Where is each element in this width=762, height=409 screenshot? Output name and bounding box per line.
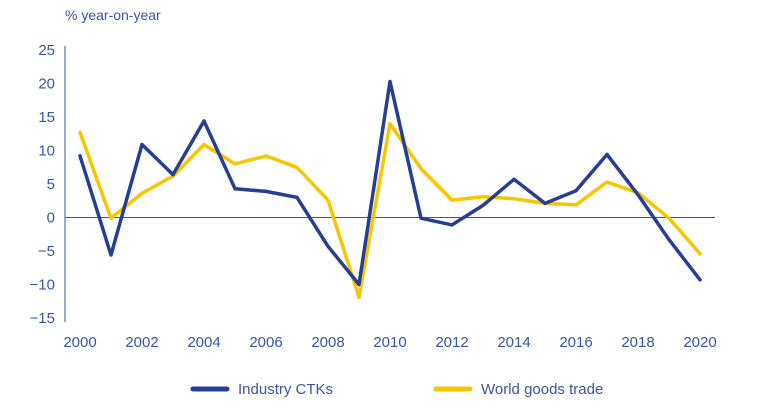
x-axis: 2000 2002 2004 2006 2008 2010 2012 2014 2016 2018… [63,334,716,351]
x-tick-label: 2020 [683,334,716,351]
data-point [357,295,361,299]
data-point [171,173,175,177]
data-point [419,166,423,171]
y-tick-label: 20 [38,76,55,93]
legend-label: Industry CTKs [238,381,333,398]
data-point [667,216,671,220]
data-point [264,154,268,158]
data-point [78,130,82,135]
data-point [202,119,206,123]
legend: Industry CTKs World goods trade [190,381,603,398]
data-point [481,195,485,199]
data-point [605,180,609,184]
data-point [233,187,237,191]
data-point [202,142,206,147]
y-tick-label: 10 [38,143,55,160]
data-point [233,162,237,166]
x-tick-label: 2002 [125,334,158,351]
data-point [357,282,361,287]
x-tick-label: 2006 [249,334,282,351]
data-point [109,253,113,257]
series-lines [78,79,702,299]
legend-label: World goods trade [481,381,603,398]
y-tick-label: 0 [47,210,55,227]
data-point [450,198,454,202]
y-tick-label: −15 [30,310,55,327]
data-point [512,197,516,201]
x-tick-label: 2016 [559,334,592,351]
data-point [140,191,144,195]
data-point [543,201,547,206]
data-point [109,216,113,220]
x-tick-label: 2008 [311,334,344,351]
data-point [295,165,299,169]
data-point [481,203,485,208]
data-point [667,238,671,242]
y-axis: 25 20 15 10 5 0 −5 −10 −15 [30,42,66,327]
y-tick-label: 25 [38,42,55,59]
data-point [78,154,82,158]
data-point [636,193,640,197]
x-tick-label: 2000 [63,334,96,351]
x-tick-label: 2012 [435,334,468,351]
data-point [295,195,299,199]
data-point [698,278,702,282]
data-point [388,79,392,84]
y-tick-label: −5 [38,243,55,260]
data-point [419,216,423,220]
data-point [326,198,330,202]
y-tick-label: −10 [30,277,55,294]
data-point [605,152,609,157]
y-tick-label: 15 [38,109,55,126]
y-axis-unit-label: % year-on-year [65,7,161,23]
data-point [450,223,454,227]
data-point [140,142,144,147]
series-line-world-goods-trade [78,121,702,299]
x-tick-label: 2014 [497,334,530,351]
x-tick-label: 2010 [373,334,406,351]
data-point [264,189,268,193]
x-tick-label: 2018 [621,334,654,351]
data-point [574,203,578,207]
data-point [512,177,516,181]
data-point [326,244,330,248]
data-point [698,252,702,256]
data-point [574,189,578,193]
y-tick-label: 5 [47,176,55,193]
x-tick-label: 2004 [187,334,220,351]
data-point [388,122,392,126]
